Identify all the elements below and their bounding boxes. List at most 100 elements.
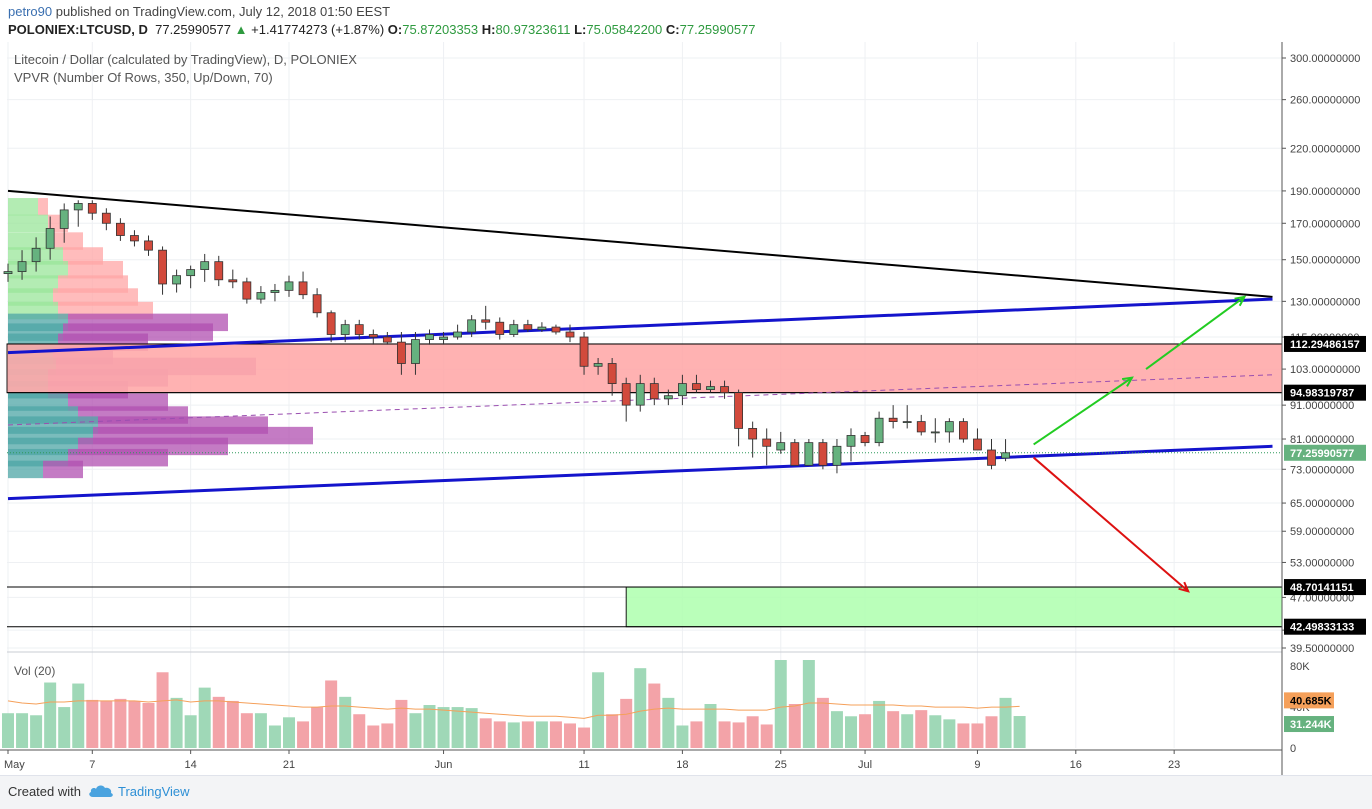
candle-down: [87, 203, 97, 214]
black-trendline: [7, 189, 1273, 298]
vpvr-down-row: [53, 232, 83, 250]
green-arrow: [1145, 296, 1245, 370]
footer: Created with TradingView: [0, 775, 1372, 809]
price-tick-label: 103.00000000: [1290, 364, 1360, 376]
candle-down: [649, 383, 659, 400]
top-bar: petro90 published on TradingView.com, Ju…: [0, 0, 1372, 42]
author-link[interactable]: petro90: [8, 4, 53, 19]
volume-bar: [592, 672, 605, 748]
time-tick-label: May: [4, 759, 25, 771]
volume-bar: [788, 704, 801, 748]
vpvr-up-row: [8, 198, 38, 216]
candle-down: [973, 438, 982, 451]
candle-up: [1001, 452, 1010, 459]
volume-bar: [816, 697, 829, 748]
candle-down: [748, 428, 758, 440]
volume-bar: [957, 723, 970, 748]
candle-down: [312, 294, 322, 314]
vpvr-up-row: [8, 214, 48, 233]
price-chart[interactable]: 300.00000000 260.00000000 220.00000000 190.…: [0, 42, 1372, 775]
volume-bar: [999, 697, 1012, 748]
volume-bar: [606, 714, 619, 748]
volume-bar: [732, 722, 745, 748]
candle-up: [537, 326, 547, 330]
time-tick-label: 23: [1168, 759, 1180, 771]
candle-down: [101, 212, 111, 224]
candle-up: [846, 435, 856, 447]
vpvr-up-row: [8, 288, 53, 306]
candle-down: [916, 421, 926, 433]
volume-bar: [704, 704, 717, 748]
candle-up: [804, 442, 814, 466]
candle-up: [832, 445, 842, 466]
candle-down: [382, 336, 392, 343]
time-tick-label: 16: [1070, 759, 1082, 771]
vpvr-up-row: [8, 232, 53, 250]
candle-up: [256, 292, 266, 300]
price-label-box: [1284, 579, 1366, 596]
volume-bar: [718, 721, 731, 748]
time-tick-label: Jun: [435, 759, 453, 771]
candle-down: [326, 312, 336, 335]
volume-bar: [339, 696, 352, 748]
time-tick-label: 14: [185, 759, 197, 771]
red-arrow-head: [1178, 581, 1190, 593]
candle-down: [579, 336, 589, 367]
volume-bar: [184, 715, 197, 748]
volume-bar: [746, 716, 759, 748]
volume-bar: [353, 714, 366, 748]
volume-bar: [521, 721, 534, 748]
vpvr-down-row: [43, 460, 83, 479]
volume-bar: [226, 700, 239, 748]
candle-up: [270, 289, 280, 293]
volume-bar: [535, 721, 548, 748]
volume-bar: [156, 672, 169, 748]
volume-bar: [451, 707, 464, 748]
candle-down: [158, 249, 167, 285]
candle-down: [368, 334, 378, 338]
candle-up: [73, 203, 83, 211]
time-tick-label: 7: [89, 759, 95, 771]
volume-label-box: [1284, 692, 1334, 709]
volume-bar: [381, 723, 394, 748]
volume-label-box: [1284, 716, 1334, 733]
volume-bar: [802, 660, 815, 748]
price-tick-label: 190.00000000: [1290, 186, 1360, 198]
price-tick-label: 39.50000000: [1290, 643, 1354, 655]
volume-bar: [268, 725, 281, 748]
symbol-label: POLONIEX:LTCUSD, D: [8, 22, 148, 37]
volume-label-text: 31.244K: [1290, 719, 1332, 731]
candle-down: [959, 421, 968, 440]
vpvr-down-row: [68, 260, 123, 279]
chart-background: [0, 42, 1372, 775]
vpvr-up-row: [8, 460, 43, 479]
price-tick-label: 47.00000000: [1290, 592, 1354, 604]
candle-down: [818, 442, 828, 466]
candle-up: [411, 339, 420, 364]
price-tick-label: 53.00000000: [1290, 557, 1354, 569]
candle-down: [298, 281, 308, 296]
price-tick-label: 65.00000000: [1290, 498, 1354, 510]
volume-tick-label: 0: [1290, 743, 1296, 755]
price-tick-label: 81.00000000: [1290, 434, 1354, 446]
volume-ma-line: [7, 699, 1020, 719]
price-labels: 112.29486157 94.98319787 77.25990577 48.701…: [1284, 335, 1366, 733]
volume-bars: [2, 660, 1026, 748]
candle-down: [242, 281, 252, 300]
volume-bar: [2, 713, 14, 748]
volume-bar: [1013, 716, 1026, 748]
tradingview-link[interactable]: TradingView: [118, 784, 190, 799]
volume-bar: [114, 698, 127, 748]
time-tick-label: 9: [974, 759, 980, 771]
time-tick-label: 21: [283, 759, 295, 771]
time-tick-label: 11: [578, 759, 589, 771]
candle-down: [396, 341, 406, 364]
candle-up: [663, 395, 673, 400]
candle-down: [495, 321, 505, 335]
candle-up: [635, 383, 645, 406]
arrows: [1032, 295, 1247, 593]
volume-bar: [437, 707, 450, 748]
volume-bar: [423, 705, 436, 748]
time-tick-label: 25: [775, 759, 787, 771]
volume-bar: [760, 724, 773, 748]
